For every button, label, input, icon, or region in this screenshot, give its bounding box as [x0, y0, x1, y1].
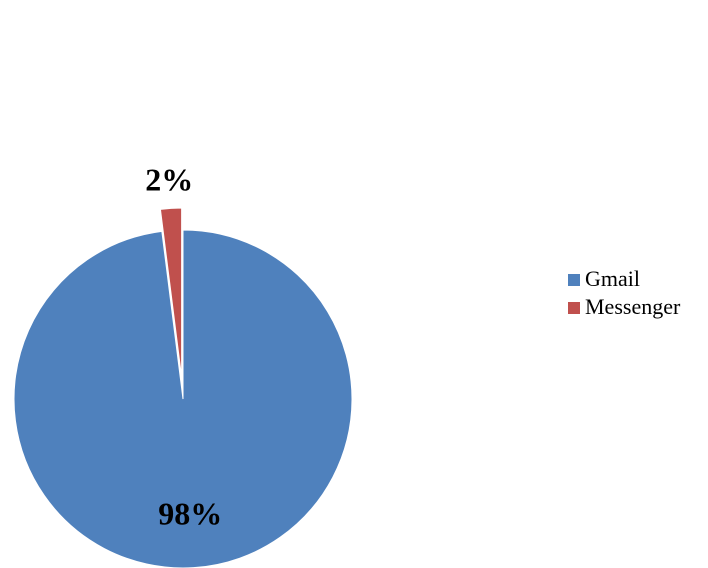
legend-label-gmail: Gmail	[585, 266, 640, 291]
legend: Gmail Messenger	[568, 266, 681, 319]
legend-swatch-gmail	[568, 274, 580, 286]
legend-label-messenger: Messenger	[585, 294, 681, 319]
legend-swatch-messenger	[568, 302, 580, 314]
pie-slice-messenger	[159, 207, 183, 378]
data-labels: 98% 2%	[145, 161, 222, 531]
data-label-gmail: 98%	[158, 496, 222, 532]
data-label-messenger: 2%	[145, 161, 193, 197]
